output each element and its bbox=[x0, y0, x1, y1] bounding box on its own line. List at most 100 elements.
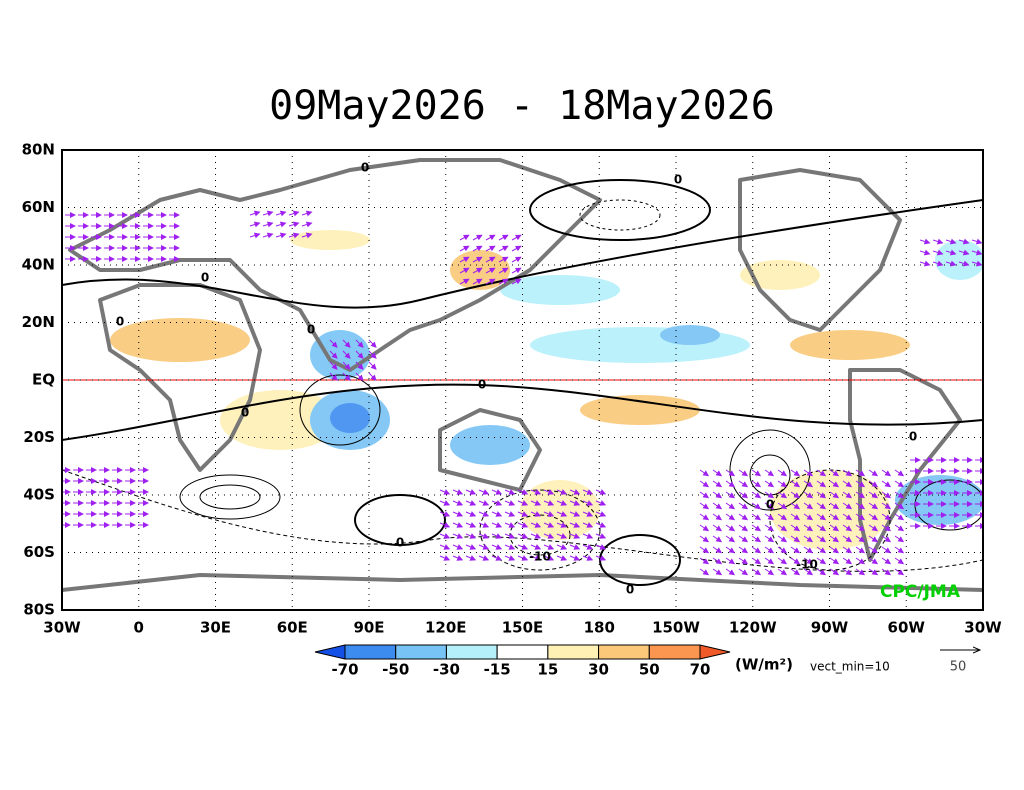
wind-vector bbox=[472, 256, 483, 263]
wind-vector bbox=[945, 249, 957, 256]
contour-label: 0 bbox=[116, 315, 124, 329]
wind-vector bbox=[777, 513, 788, 521]
wind-vector bbox=[712, 568, 723, 576]
wind-vector bbox=[459, 278, 470, 285]
wind-vector bbox=[504, 489, 516, 495]
wind-vector bbox=[881, 524, 892, 532]
lon-label: 60W bbox=[888, 619, 926, 637]
wind-vector bbox=[504, 522, 516, 528]
wind-vector bbox=[329, 339, 338, 348]
wind-vector bbox=[329, 372, 338, 381]
wind-vector bbox=[751, 546, 762, 554]
wind-vector bbox=[249, 210, 261, 217]
wind-vector bbox=[712, 491, 723, 499]
wind-vector bbox=[777, 535, 788, 543]
map-field: 0 0 0 0 0 0 0 0 0 0 -10 -10 0 bbox=[62, 150, 983, 610]
wind-vector bbox=[543, 522, 555, 528]
wind-vector bbox=[452, 511, 464, 517]
wind-vector bbox=[919, 238, 931, 245]
wind-vector bbox=[459, 245, 470, 252]
wind-vector bbox=[465, 500, 477, 506]
wind-vector bbox=[725, 568, 736, 576]
wind-vector bbox=[764, 480, 775, 488]
wind-vector bbox=[368, 339, 377, 348]
wind-vector bbox=[919, 260, 931, 267]
wind-vector bbox=[699, 568, 710, 576]
wind-vector bbox=[465, 489, 477, 495]
wind-vector bbox=[932, 249, 944, 256]
wind-vector bbox=[342, 361, 351, 370]
wind-vector bbox=[595, 533, 607, 539]
wind-vector bbox=[329, 361, 338, 370]
wind-vector bbox=[894, 557, 905, 565]
wind-vector bbox=[556, 511, 568, 517]
wind-vector bbox=[868, 480, 879, 488]
wind-vector bbox=[725, 557, 736, 565]
wind-vector bbox=[777, 568, 788, 576]
wind-vector bbox=[288, 221, 300, 228]
wind-vector bbox=[478, 533, 490, 539]
wind-vector bbox=[712, 524, 723, 532]
wind-vector bbox=[816, 535, 827, 543]
wind-vector bbox=[868, 524, 879, 532]
contour-label: 0 bbox=[396, 536, 404, 550]
wind-vector bbox=[530, 511, 542, 517]
colorbar-label: 15 bbox=[537, 661, 558, 679]
wind-vector bbox=[543, 511, 555, 517]
wind-vector bbox=[855, 491, 866, 499]
wind-vector bbox=[738, 557, 749, 565]
wind-vector bbox=[543, 544, 555, 550]
wind-vector bbox=[725, 513, 736, 521]
wind-vector bbox=[868, 546, 879, 554]
lon-label: 90W bbox=[811, 619, 849, 637]
lon-label: 30W bbox=[964, 619, 1002, 637]
wind-vector bbox=[881, 469, 892, 477]
wind-vector bbox=[829, 557, 840, 565]
wind-vector bbox=[738, 524, 749, 532]
wind-vector bbox=[777, 469, 788, 477]
wind-vector bbox=[881, 546, 892, 554]
wind-vector bbox=[530, 500, 542, 506]
wind-vector bbox=[439, 489, 451, 495]
wind-vector bbox=[790, 491, 801, 499]
contour-label: -10 bbox=[796, 558, 818, 572]
wind-vector bbox=[595, 522, 607, 528]
wind-vector bbox=[971, 238, 983, 245]
colorbar-label: 30 bbox=[588, 661, 609, 679]
wind-vector bbox=[275, 210, 287, 217]
wind-vector bbox=[465, 511, 477, 517]
wind-vector bbox=[439, 500, 451, 506]
wind-vector bbox=[868, 502, 879, 510]
wind-vector bbox=[452, 533, 464, 539]
wind-vector bbox=[790, 480, 801, 488]
wind-vector bbox=[894, 535, 905, 543]
wind-vector bbox=[855, 513, 866, 521]
wind-vector bbox=[751, 469, 762, 477]
wind-vector bbox=[764, 469, 775, 477]
contour-label: 0 bbox=[307, 323, 315, 337]
lon-label: 120W bbox=[729, 619, 777, 637]
wind-vector bbox=[790, 557, 801, 565]
wind-vector bbox=[725, 491, 736, 499]
wind-vector bbox=[459, 234, 470, 241]
colorbar-label: 50 bbox=[639, 661, 660, 679]
wind-vector bbox=[764, 491, 775, 499]
wind-vector bbox=[881, 480, 892, 488]
colorbar-label: -50 bbox=[382, 661, 409, 679]
wind-vector bbox=[504, 500, 516, 506]
wind-vector bbox=[342, 372, 351, 381]
wind-vector bbox=[855, 546, 866, 554]
wind-vector bbox=[498, 234, 509, 241]
wind-vector bbox=[517, 522, 529, 528]
wind-vector bbox=[712, 535, 723, 543]
wind-vector bbox=[491, 555, 503, 561]
wind-vector bbox=[919, 249, 931, 256]
wind-vector bbox=[816, 491, 827, 499]
wind-vector bbox=[829, 546, 840, 554]
contour-label: -10 bbox=[529, 550, 551, 564]
wind-vector bbox=[855, 480, 866, 488]
colorbar-segment bbox=[445, 644, 498, 660]
wind-vector bbox=[485, 245, 496, 252]
wind-vector bbox=[582, 489, 594, 495]
wind-vector bbox=[498, 245, 509, 252]
